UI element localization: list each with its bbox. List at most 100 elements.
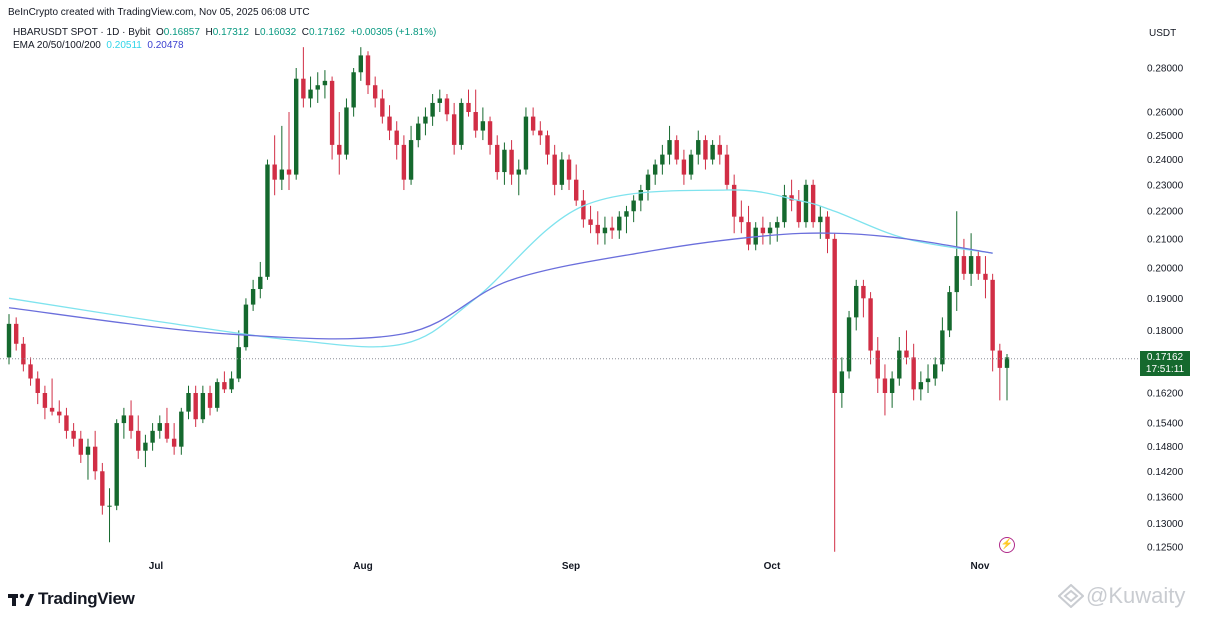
candle-body [710,144,715,160]
chart-credit: BeInCrypto created with TradingView.com,… [8,7,310,18]
ema-slow-line [8,232,993,340]
candle-body [21,343,26,365]
candle-body [775,222,780,228]
high-label: H [205,27,213,38]
tradingview-logo[interactable]: TradingView [8,589,135,609]
candle-body [696,140,701,155]
candle-body [739,216,744,223]
y-tick-label: 0.26000 [1147,108,1184,119]
candle-body [329,80,335,145]
y-tick-label: 0.14200 [1147,467,1184,478]
candle-body [523,116,529,170]
candle-body [437,98,442,103]
y-axis: 0.28000 0.26000 0.25000 0.24000 0.23000 0.220… [1147,64,1184,554]
candle-body [200,393,206,420]
candle-body [207,393,213,408]
candle-body [272,164,277,180]
candle-body [875,350,880,379]
candle-body [846,317,852,372]
candle-body [243,304,249,348]
candle-body [308,89,313,99]
candle-body [193,393,198,420]
currency-label[interactable]: USDT [1149,28,1177,39]
lightning-icon[interactable]: ⚡ [999,537,1015,553]
candle-body [667,140,672,155]
x-tick-label: Oct [764,561,781,572]
candle-body [947,292,952,331]
y-tick-label: 0.20000 [1147,263,1184,274]
candle-body [868,298,873,351]
candle-body [171,438,177,447]
candle-body [387,116,392,131]
candle-body [114,423,119,506]
candle-body [940,330,945,365]
candle-body [466,102,471,113]
candle-body [889,378,895,394]
candle-body [516,169,521,175]
candle-body [107,505,112,507]
candle-body [954,256,959,293]
candle-body [602,227,608,234]
y-tick-label: 0.16200 [1147,389,1184,400]
candle-body [28,364,33,379]
candle-body [408,140,414,180]
candle-body [803,184,809,223]
y-tick-label: 0.14800 [1147,442,1184,453]
candle-body [796,200,801,223]
y-tick-label: 0.18000 [1147,326,1184,337]
candle-body [250,289,256,305]
candle-body [100,471,105,506]
bar-countdown: 17:51:11 [1145,364,1185,375]
candle-body [538,130,543,136]
candle-body [337,144,342,155]
candle-body [57,411,62,416]
candle-body [394,130,399,145]
candle-body [71,430,76,439]
candle-body [423,116,428,124]
candle-body [990,279,995,351]
candle-body [143,442,148,451]
candle-body [459,102,464,145]
low-value: 0.16032 [260,27,297,38]
candle-body [473,112,478,131]
y-tick-label: 0.24000 [1147,155,1184,166]
candle-body [933,364,938,379]
candle-body [179,411,184,447]
x-axis: Jul Aug Sep Oct Nov [149,561,990,572]
candle-body [380,98,385,117]
symbol-name: HBARUSDT SPOT · 1D · Bybit [13,27,151,38]
candle-body [372,85,378,99]
candle-body [293,78,299,175]
candle-body [215,382,220,408]
candle-body [911,357,916,390]
watermark: @Kuwaity [1058,583,1185,609]
candle-body [904,350,909,358]
candle-body [839,371,845,394]
candle-body [760,227,766,234]
candle-body [530,116,536,131]
candle-body [35,378,40,394]
tradingview-mark-icon [8,593,34,606]
ema-slow-value: 0.20478 [147,40,184,51]
candle-body [236,347,241,379]
candle-body [825,216,830,239]
ema-label: EMA 20/50/100/200 [13,40,101,51]
candle-body [279,169,285,180]
candles [6,47,1010,552]
candle-body [574,179,579,201]
candle-body [566,159,572,180]
y-tick-label: 0.19000 [1147,294,1184,305]
candle-body [121,415,127,424]
candle-body [961,256,967,274]
candle-body [430,102,435,117]
watermark-logo-icon [1058,584,1084,608]
candle-body [976,256,981,274]
candle-body [674,140,679,160]
candle-body [136,430,141,451]
y-tick-label: 0.23000 [1147,180,1184,191]
candle-body [581,200,586,220]
tradingview-wordmark: TradingView [38,589,135,608]
y-tick-label: 0.13000 [1147,519,1184,530]
candle-body [13,323,19,344]
